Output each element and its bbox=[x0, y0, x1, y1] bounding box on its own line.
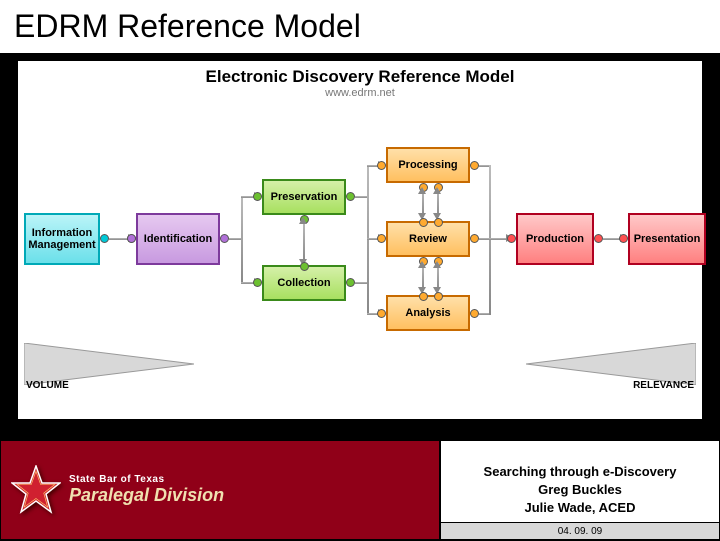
axis-relevance-label: RELEVANCE bbox=[633, 380, 694, 391]
volume-triangle-icon bbox=[24, 343, 194, 385]
node-processing: Processing bbox=[386, 147, 470, 183]
axis-volume-label: VOLUME bbox=[26, 380, 69, 391]
node-production: Production bbox=[516, 213, 594, 265]
node-review: Review bbox=[386, 221, 470, 257]
slide: EDRM Reference Model Electronic Discover… bbox=[0, 0, 720, 540]
diagram-title: Electronic Discovery Reference Model bbox=[24, 67, 696, 87]
logo-text: State Bar of Texas Paralegal Division bbox=[69, 474, 224, 506]
flowchart: VOLUME RELEVANCE InformationManagement Id… bbox=[24, 103, 696, 393]
date-band: 04. 09. 09 bbox=[440, 522, 720, 540]
credit-line-2: Greg Buckles bbox=[538, 481, 622, 499]
logo-bottom-line: Paralegal Division bbox=[69, 485, 224, 506]
credit-line-3: Julie Wade, ACED bbox=[524, 499, 635, 517]
credit-line-1: Searching through e-Discovery bbox=[484, 463, 677, 481]
node-presentation: Presentation bbox=[628, 213, 706, 265]
node-analysis: Analysis bbox=[386, 295, 470, 331]
title-band: EDRM Reference Model bbox=[0, 0, 720, 55]
node-preservation: Preservation bbox=[262, 179, 346, 215]
diagram-area: Electronic Discovery Reference Model www… bbox=[18, 61, 702, 419]
logo-top-line: State Bar of Texas bbox=[69, 474, 224, 485]
star-icon bbox=[11, 465, 61, 515]
diagram-subtitle: www.edrm.net bbox=[24, 87, 696, 99]
slide-title: EDRM Reference Model bbox=[14, 8, 706, 45]
node-info_mgmt: InformationManagement bbox=[24, 213, 100, 265]
relevance-triangle-icon bbox=[526, 343, 696, 385]
diagram-header: Electronic Discovery Reference Model www… bbox=[24, 67, 696, 99]
node-identification: Identification bbox=[136, 213, 220, 265]
logo-box: State Bar of Texas Paralegal Division bbox=[0, 440, 440, 540]
